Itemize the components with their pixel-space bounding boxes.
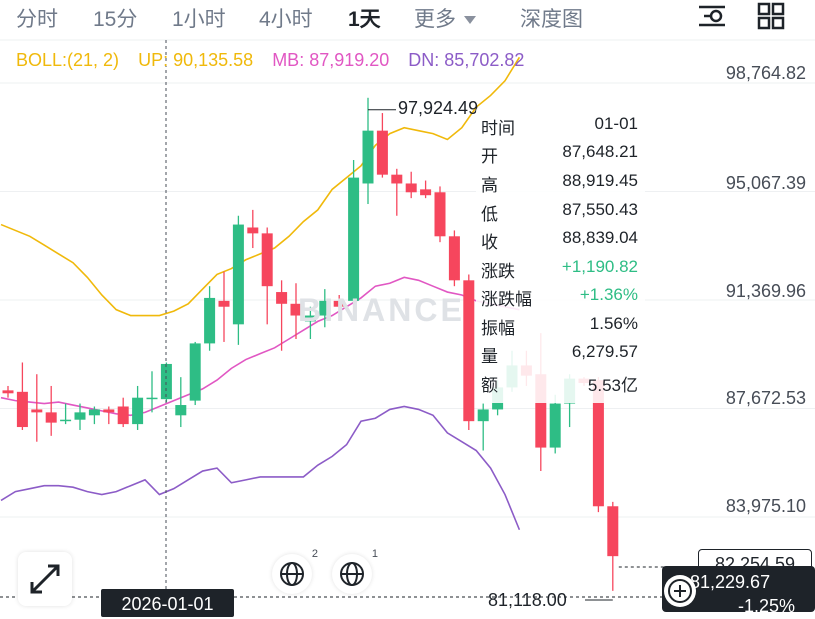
candle-body [88,409,100,416]
boll-mb-value: MB: 87,919.20 [272,50,390,70]
candle-body [319,300,331,316]
candle-body [189,343,201,401]
caret-down-icon [464,16,476,25]
candle-body [16,391,28,428]
candle-body [247,227,259,234]
candle-body [592,380,604,507]
candle-body [290,303,302,316]
y-axis-label: 95,067.39 [725,173,806,193]
candle-body [420,189,432,196]
boll-indicator-legend: BOLL:(21, 2) UP: 90,135.58 MB: 87,919.20… [16,50,538,71]
globe-icon [280,562,304,586]
boll-dn-value: DN: 85,702.82 [408,50,525,70]
watermark: BINANCE [298,292,465,328]
candle-body [348,177,360,301]
last-change: -1.25% [738,596,796,612]
candle-body [204,297,216,344]
y-axis-label: 98,764.82 [725,63,806,83]
tooltip-row-change-pct: 涨跌幅 +1.36% [481,285,638,309]
candle-body [333,300,345,307]
candle-body [175,405,187,416]
candle-body [549,403,561,448]
candle-body [376,130,388,175]
candle-body [463,280,475,422]
tooltip-row-amplitude: 振幅 1.56% [481,314,638,338]
tab-4h[interactable]: 4小时 [259,8,313,31]
candle-body [218,300,230,307]
boll-mb-line [0,276,520,417]
expand-diagonal-icon [30,564,60,594]
tab-1d[interactable]: 1天 [348,8,381,31]
globe-button-2[interactable]: 1 [332,548,378,594]
grid-layout-icon[interactable] [756,2,786,30]
candle-body [391,174,403,184]
candle-body [60,419,72,422]
candle-body [535,374,547,448]
candle-body [160,363,172,400]
boll-up-line [0,56,521,317]
tab-time-share[interactable]: 分时 [16,8,58,31]
candle-body [276,292,288,304]
candle-body [132,397,144,425]
candle-body [261,233,273,287]
globe-button-1[interactable]: 2 [272,548,318,594]
candle-body [117,406,129,425]
candle-body [74,412,86,420]
candle-body [405,183,417,193]
add-button[interactable] [664,575,696,607]
tooltip-row-amount: 额 5.53亿 [481,376,638,395]
last-price: 81,229.67 [690,572,771,592]
tooltip-row-time: 时间 01-01 [481,114,638,138]
candle-body [2,390,14,394]
candle-body [146,397,158,400]
candle-body [477,409,489,422]
candle-body [607,506,619,557]
candle-body [45,412,57,423]
badge-count: 1 [371,548,378,560]
candle-body [434,192,446,237]
tooltip-row-close: 收 88,839.04 [481,228,638,252]
y-axis-label: 87,672.53 [725,388,806,408]
candle-info-tooltip: 时间 01-01 开 87,648.21 高 88,919.45 低 87,550.43… [476,107,645,403]
tooltip-row-low: 低 87,550.43 [481,200,638,224]
candle-body [232,224,244,325]
tooltip-row-volume: 量 6,279.57 [481,342,638,366]
candle-body [103,409,115,413]
y-axis-label: 91,369.96 [725,281,806,301]
tooltip-row-change: 涨跌 +1,190.82 [481,257,638,281]
tab-depth[interactable]: 深度图 [520,8,583,31]
tooltip-row-open: 开 87,648.21 [481,142,638,166]
tab-1h[interactable]: 1小时 [172,8,226,31]
low-price-label: 81,118.00 [488,590,567,610]
tab-15m[interactable]: 15分 [93,8,138,31]
boll-up-value: UP: 90,135.58 [138,50,254,70]
candle-body [304,315,316,322]
peak-price-label: 97,924.49 [398,98,479,118]
expand-chart-button[interactable] [18,552,72,606]
globe-icon [340,562,364,586]
badge-count: 2 [311,548,318,560]
candle-body [362,130,374,184]
tooltip-row-high: 高 88,919.45 [481,171,638,195]
tab-more[interactable]: 更多 [414,3,476,33]
candle-body [448,236,460,281]
add-circle-icon [668,579,692,603]
tab-more-label: 更多 [414,8,456,31]
boll-name: BOLL:(21, 2) [16,50,120,70]
boll-dn-line [0,405,521,531]
candle-body [31,409,43,413]
interval-tabs: 分时 15分 1小时 4小时 1天 更多 深度图 [0,0,815,32]
crosshair-date-label: 2026-01-01 [101,589,234,617]
y-axis-label: 83,975.10 [725,496,806,516]
settings-sliders-icon[interactable] [697,2,727,30]
